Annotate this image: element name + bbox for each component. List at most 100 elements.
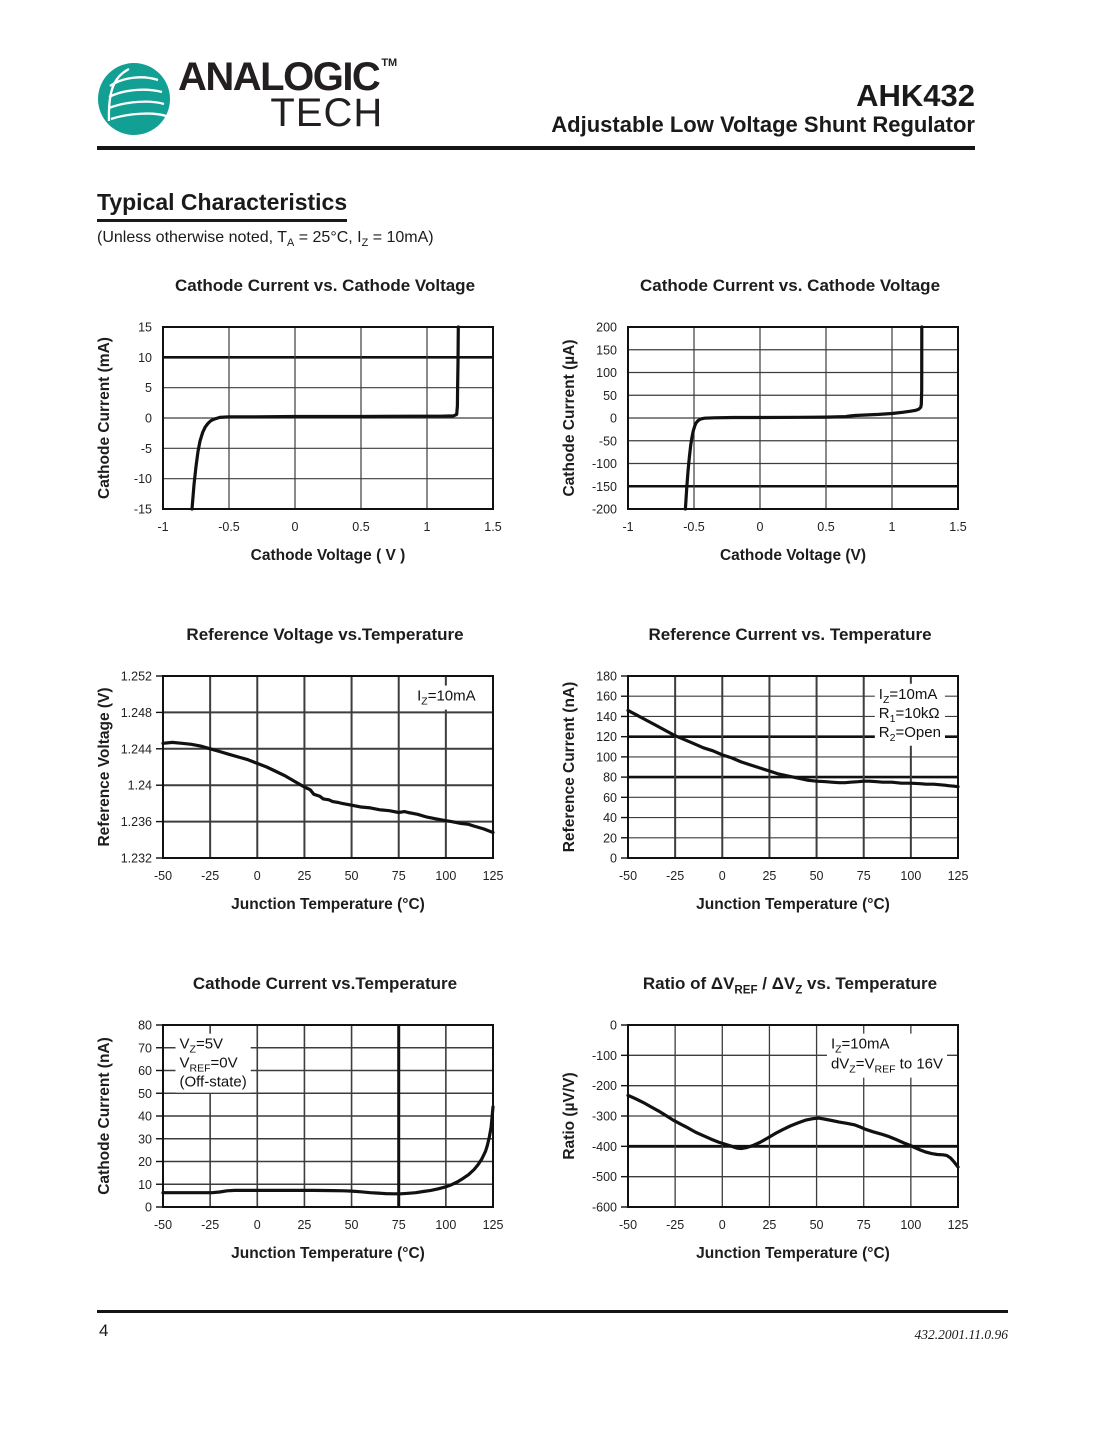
svg-text:-25: -25 xyxy=(201,1218,219,1232)
svg-text:R2=Open: R2=Open xyxy=(879,724,941,744)
svg-text:100: 100 xyxy=(435,869,456,883)
svg-text:Junction Temperature (°C): Junction Temperature (°C) xyxy=(696,896,890,913)
svg-text:30: 30 xyxy=(138,1132,152,1146)
svg-text:Cathode Current (mA): Cathode Current (mA) xyxy=(96,337,113,499)
chart-title: Ratio of ΔVREF / ΔVZ vs. Temperature xyxy=(642,974,938,997)
svg-text:160: 160 xyxy=(596,690,617,704)
svg-text:80: 80 xyxy=(138,1019,152,1033)
svg-text:-100: -100 xyxy=(592,457,617,471)
header-rule xyxy=(97,146,975,150)
chart-reference-current-vs-temperature: Reference Current vs. Temperature IZ=10m… xyxy=(560,625,1020,924)
svg-text:-0.5: -0.5 xyxy=(218,520,240,534)
svg-text:Cathode Current (µA): Cathode Current (µA) xyxy=(561,339,578,496)
svg-text:-5: -5 xyxy=(141,442,152,456)
svg-text:125: 125 xyxy=(483,1218,504,1232)
svg-text:0: 0 xyxy=(757,520,764,534)
svg-text:1.232: 1.232 xyxy=(121,852,152,866)
svg-text:-200: -200 xyxy=(592,1079,617,1093)
svg-text:-50: -50 xyxy=(154,869,172,883)
svg-text:-500: -500 xyxy=(592,1170,617,1184)
analogictech-logo-icon xyxy=(98,63,170,135)
svg-text:0: 0 xyxy=(610,1019,617,1033)
svg-text:Cathode Voltage ( V ): Cathode Voltage ( V ) xyxy=(251,547,406,564)
svg-text:40: 40 xyxy=(138,1110,152,1124)
chart-title: Reference Current vs. Temperature xyxy=(648,625,932,644)
svg-text:1.252: 1.252 xyxy=(121,670,152,684)
svg-text:-200: -200 xyxy=(592,503,617,517)
svg-text:50: 50 xyxy=(810,869,824,883)
svg-text:125: 125 xyxy=(948,869,969,883)
svg-text:0: 0 xyxy=(719,1218,726,1232)
svg-text:50: 50 xyxy=(810,1218,824,1232)
svg-text:Reference Voltage (V): Reference Voltage (V) xyxy=(96,687,113,846)
svg-text:75: 75 xyxy=(857,1218,871,1232)
svg-text:R1=10kΩ: R1=10kΩ xyxy=(879,705,940,725)
footer-rule xyxy=(97,1310,1008,1313)
chart-plot-cathode-current-ma: 15 10 5 0 -5 -10 -15 -1 -0.5 0 0.5 1 1.5 Cathode Volt… xyxy=(96,321,502,565)
svg-text:10: 10 xyxy=(138,351,152,365)
svg-text:125: 125 xyxy=(483,869,504,883)
document-code: 432.2001.11.0.96 xyxy=(914,1327,1009,1342)
svg-text:0: 0 xyxy=(292,520,299,534)
svg-text:0: 0 xyxy=(254,869,261,883)
svg-text:-50: -50 xyxy=(599,434,617,448)
svg-text:15: 15 xyxy=(138,321,152,335)
svg-text:40: 40 xyxy=(603,811,617,825)
svg-text:-50: -50 xyxy=(154,1218,172,1232)
svg-text:25: 25 xyxy=(762,869,776,883)
svg-text:dVZ=VREF to 16V: dVZ=VREF to 16V xyxy=(831,1056,943,1076)
svg-text:Cathode Voltage (V): Cathode Voltage (V) xyxy=(720,547,866,564)
svg-text:180: 180 xyxy=(596,670,617,684)
svg-text:VZ=5V: VZ=5V xyxy=(180,1036,224,1056)
svg-text:0: 0 xyxy=(145,1201,152,1215)
svg-text:-300: -300 xyxy=(592,1110,617,1124)
svg-text:-600: -600 xyxy=(592,1201,617,1215)
svg-text:0: 0 xyxy=(610,412,617,426)
svg-text:80: 80 xyxy=(603,771,617,785)
chart-cathode-current-vs-cathode-voltage-ma: Cathode Current vs. Cathode Voltage 15 10… xyxy=(95,276,555,575)
svg-text:-100: -100 xyxy=(592,1049,617,1063)
svg-text:0: 0 xyxy=(254,1218,261,1232)
svg-text:-25: -25 xyxy=(666,869,684,883)
svg-text:50: 50 xyxy=(603,389,617,403)
svg-text:Junction Temperature (°C): Junction Temperature (°C) xyxy=(696,1245,890,1262)
part-description: Adjustable Low Voltage Shunt Regulator xyxy=(551,112,975,137)
chart-reference-voltage-vs-temperature: Reference Voltage vs.Temperature IZ=10mA… xyxy=(95,625,555,924)
svg-text:60: 60 xyxy=(138,1064,152,1078)
section-note: (Unless otherwise noted, TA = 25°C, IZ =… xyxy=(97,229,434,250)
svg-text:120: 120 xyxy=(596,730,617,744)
trademark-symbol: TM xyxy=(381,57,398,69)
svg-text:5: 5 xyxy=(145,381,152,395)
svg-text:10: 10 xyxy=(138,1178,152,1192)
svg-text:100: 100 xyxy=(596,750,617,764)
svg-text:75: 75 xyxy=(857,869,871,883)
logo: ANALOGIC TM TECH xyxy=(98,57,397,135)
svg-text:IZ=10mA: IZ=10mA xyxy=(879,686,938,706)
svg-text:25: 25 xyxy=(297,1218,311,1232)
svg-text:70: 70 xyxy=(138,1041,152,1055)
chart-ratio-dvref-dvz-vs-temperature: Ratio of ΔVREF / ΔVZ vs. Temperature IZ=… xyxy=(560,974,1020,1273)
chart-plot-cathode-current-temp: VZ=5VVREF=0V(Off-state)80706050403020100… xyxy=(96,1019,504,1263)
section-title: Typical Characteristics xyxy=(97,189,348,222)
svg-text:60: 60 xyxy=(603,791,617,805)
svg-text:100: 100 xyxy=(435,1218,456,1232)
charts-grid: Cathode Current vs. Cathode Voltage 15 10… xyxy=(95,276,1020,1273)
svg-text:VREF=0V: VREF=0V xyxy=(180,1055,238,1075)
svg-text:140: 140 xyxy=(596,710,617,724)
chart-plot-reference-voltage: IZ=10mA 1.252 1.248 1.244 1.24 1.236 1.232-50 -… xyxy=(96,670,504,914)
svg-text:125: 125 xyxy=(948,1218,969,1232)
chart-title: Reference Voltage vs.Temperature xyxy=(186,625,464,644)
svg-text:0: 0 xyxy=(610,852,617,866)
chart-plot-cathode-current-ua: 200 150 100 50 0 -50 -100 -150 -200 -1 -0.5 0 0.5 1 1.… xyxy=(561,321,967,565)
svg-text:-10: -10 xyxy=(134,472,152,486)
svg-text:-15: -15 xyxy=(134,503,152,517)
svg-text:-400: -400 xyxy=(592,1140,617,1154)
svg-text:200: 200 xyxy=(596,321,617,335)
svg-text:0.5: 0.5 xyxy=(352,520,369,534)
svg-text:0.5: 0.5 xyxy=(817,520,834,534)
chart-cathode-current-vs-cathode-voltage-ua: Cathode Current vs. Cathode Voltage 200 1… xyxy=(560,276,1020,575)
svg-text:-1: -1 xyxy=(622,520,633,534)
svg-text:Reference Current (nA): Reference Current (nA) xyxy=(561,682,578,853)
svg-text:1: 1 xyxy=(889,520,896,534)
